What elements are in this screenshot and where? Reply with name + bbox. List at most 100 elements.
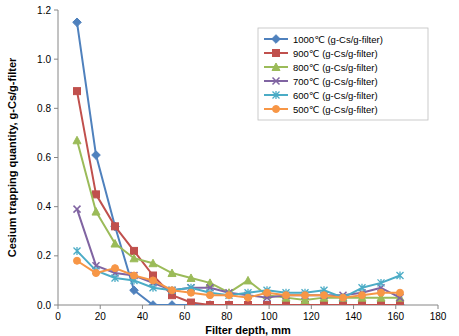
legend-marker — [272, 35, 281, 44]
data-point — [93, 270, 100, 277]
data-point — [340, 302, 347, 306]
data-point — [111, 222, 120, 231]
data-point — [321, 292, 328, 299]
plot-area — [73, 18, 405, 305]
y-tick-label: 0.6 — [37, 152, 51, 163]
x-tick-label: 60 — [179, 311, 191, 322]
series-line — [77, 91, 400, 305]
legend-marker — [272, 63, 280, 71]
data-point — [73, 136, 81, 144]
data-point — [340, 294, 347, 302]
data-point — [74, 247, 81, 255]
legend-label: 500℃ (g-Cs/g-filter) — [293, 104, 378, 115]
data-point — [207, 302, 214, 306]
data-point — [378, 289, 385, 296]
x-tick — [184, 305, 185, 309]
data-point — [321, 302, 328, 306]
data-point — [378, 302, 385, 306]
legend-label: 900℃ (g-Cs/g-filter) — [293, 48, 378, 59]
data-point — [226, 292, 233, 299]
data-point — [169, 287, 176, 294]
series-line — [77, 251, 400, 298]
x-tick — [438, 305, 439, 309]
data-point — [359, 302, 366, 306]
data-point — [302, 292, 309, 299]
x-tick-label: 120 — [303, 311, 320, 322]
data-point — [112, 223, 119, 230]
data-point — [168, 301, 177, 305]
y-tick-label: 0.0 — [37, 300, 51, 311]
data-point — [397, 302, 404, 306]
data-point — [131, 272, 138, 279]
y-tick — [54, 206, 58, 207]
data-point — [188, 299, 195, 305]
data-point — [112, 274, 119, 282]
data-point — [74, 257, 81, 264]
y-tick-label: 0.2 — [37, 250, 51, 261]
y-tick-label: 0.4 — [37, 201, 51, 212]
legend: 1000℃ (g-Cs/g-filter) 900℃ (g-Cs/g-filter… — [258, 28, 428, 120]
x-tick-label: 0 — [55, 311, 61, 322]
data-point — [130, 254, 138, 261]
data-point — [74, 88, 81, 95]
y-tick — [54, 157, 58, 158]
legend-label: 800℃ (g-Cs/g-filter) — [293, 62, 378, 73]
x-tick — [311, 305, 312, 309]
x-tick-label: 40 — [137, 311, 149, 322]
legend-marker — [273, 78, 280, 85]
data-point — [130, 286, 139, 295]
data-point — [245, 302, 252, 306]
data-point — [150, 277, 157, 284]
data-point — [149, 301, 158, 305]
data-point — [321, 292, 328, 299]
x-tick — [395, 305, 396, 309]
data-point — [245, 294, 252, 301]
data-point — [397, 272, 404, 280]
data-point — [93, 191, 100, 198]
x-tick-label: 180 — [430, 311, 447, 322]
chart: 0.00.20.40.60.81.01.20204060801001201401… — [0, 0, 459, 336]
data-point — [244, 276, 252, 284]
data-point — [340, 294, 347, 301]
data-point — [378, 279, 385, 287]
data-point — [264, 289, 271, 296]
data-point — [225, 301, 234, 305]
data-point — [169, 286, 176, 294]
data-point — [150, 284, 157, 292]
data-point — [264, 302, 271, 306]
data-point — [359, 284, 366, 292]
data-point — [73, 18, 82, 27]
data-point — [226, 291, 233, 299]
x-tick-label: 140 — [345, 311, 362, 322]
data-point — [226, 302, 233, 306]
x-tick — [353, 305, 354, 309]
data-point — [359, 292, 366, 299]
y-tick — [54, 108, 58, 109]
data-point — [187, 274, 195, 282]
x-tick-label: 160 — [387, 311, 404, 322]
x-tick — [269, 305, 270, 309]
x-tick — [100, 305, 101, 309]
x-tick — [226, 305, 227, 309]
legend-label: 1000℃ (g-Cs/g-filter) — [293, 34, 383, 45]
data-point — [188, 289, 195, 296]
x-tick-label: 20 — [95, 311, 107, 322]
data-point — [149, 259, 157, 267]
series-line — [77, 22, 400, 305]
legend-box — [258, 28, 428, 120]
data-point — [397, 289, 404, 296]
data-point — [92, 208, 100, 216]
data-point — [112, 265, 119, 272]
legend-marker — [273, 106, 280, 113]
y-tick-label: 1.0 — [37, 54, 51, 65]
data-point — [283, 292, 290, 299]
y-tick — [54, 305, 58, 306]
data-point — [207, 292, 214, 299]
legend-marker — [273, 50, 280, 57]
legend-label: 700℃ (g-Cs/g-filter) — [293, 76, 378, 87]
legend-marker — [273, 91, 280, 99]
data-point — [339, 294, 347, 302]
y-tick-label: 1.2 — [37, 5, 51, 16]
x-tick-label: 80 — [221, 311, 233, 322]
x-axis-title: Filter depth, mm — [205, 324, 291, 336]
